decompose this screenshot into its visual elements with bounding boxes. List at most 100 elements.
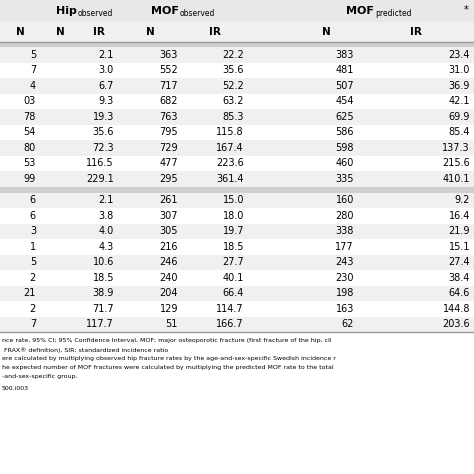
Text: 16.4: 16.4 [448,211,470,221]
Text: 625: 625 [336,112,354,122]
Text: 40.1: 40.1 [223,273,244,283]
Text: 454: 454 [336,96,354,106]
Text: 21.9: 21.9 [448,226,470,236]
Text: 7: 7 [30,319,36,329]
Bar [0,109,474,125]
Text: 35.6: 35.6 [222,65,244,75]
Text: 85.3: 85.3 [222,112,244,122]
Text: 42.1: 42.1 [448,96,470,106]
Text: 80: 80 [24,143,36,153]
Text: 3.8: 3.8 [99,211,114,221]
Text: 166.7: 166.7 [216,319,244,329]
Text: 216: 216 [159,242,178,252]
Text: *: * [464,5,469,15]
Text: 22.2: 22.2 [222,50,244,60]
Text: 38.9: 38.9 [92,288,114,298]
Text: 31.0: 31.0 [448,65,470,75]
Text: 4: 4 [30,81,36,91]
Text: 763: 763 [159,112,178,122]
Text: 410.1: 410.1 [443,174,470,184]
Bar [0,42,474,47]
Text: 54: 54 [24,127,36,137]
Text: 586: 586 [336,127,354,137]
Bar [0,270,474,285]
Text: 3.0: 3.0 [99,65,114,75]
Text: 177: 177 [336,242,354,252]
Text: 246: 246 [159,257,178,267]
Text: 295: 295 [159,174,178,184]
Text: N: N [146,27,155,37]
Text: 10.6: 10.6 [92,257,114,267]
Text: 71.7: 71.7 [92,304,114,314]
Text: 3: 3 [30,226,36,236]
Text: 215.6: 215.6 [442,158,470,168]
Text: 23.4: 23.4 [448,50,470,60]
Text: 03: 03 [24,96,36,106]
Text: IR: IR [209,27,221,37]
Text: 481: 481 [336,65,354,75]
Text: 2: 2 [30,304,36,314]
Text: 144.8: 144.8 [443,304,470,314]
Bar [0,47,474,63]
Bar [0,285,474,301]
Text: 51: 51 [165,319,178,329]
Text: 163: 163 [336,304,354,314]
Text: 36.9: 36.9 [448,81,470,91]
Text: 117.7: 117.7 [86,319,114,329]
Text: N: N [322,27,330,37]
Text: 7: 7 [30,65,36,75]
Text: 66.4: 66.4 [223,288,244,298]
Text: 18.5: 18.5 [222,242,244,252]
Text: 137.3: 137.3 [442,143,470,153]
Text: FRAX® definition), SIR; standardized incidence ratio: FRAX® definition), SIR; standardized inc… [2,347,168,353]
Text: 27.7: 27.7 [222,257,244,267]
Text: 9.3: 9.3 [99,96,114,106]
Text: 78: 78 [24,112,36,122]
Text: 72.3: 72.3 [92,143,114,153]
Text: 4.3: 4.3 [99,242,114,252]
Bar [0,255,474,270]
Text: 500.i003: 500.i003 [2,386,29,391]
Text: 203.6: 203.6 [442,319,470,329]
Text: 243: 243 [336,257,354,267]
Text: 729: 729 [159,143,178,153]
Text: 2.1: 2.1 [99,50,114,60]
Text: 223.6: 223.6 [216,158,244,168]
Text: 717: 717 [159,81,178,91]
Text: 18.5: 18.5 [92,273,114,283]
Text: 1: 1 [30,242,36,252]
Text: 2: 2 [30,273,36,283]
Text: 363: 363 [160,50,178,60]
Text: N: N [55,27,64,37]
Text: MOF: MOF [151,6,179,16]
Bar [0,239,474,255]
Text: 9.2: 9.2 [455,195,470,205]
Text: observed: observed [180,9,215,18]
Text: 19.3: 19.3 [92,112,114,122]
Text: 115.8: 115.8 [216,127,244,137]
Text: Hip: Hip [56,6,77,16]
Text: 507: 507 [336,81,354,91]
Bar [0,93,474,109]
Bar [0,186,474,192]
Text: 6.7: 6.7 [99,81,114,91]
Text: 5: 5 [30,257,36,267]
Text: 38.4: 38.4 [448,273,470,283]
Text: 116.5: 116.5 [86,158,114,168]
Text: 99: 99 [24,174,36,184]
Bar [0,125,474,140]
Text: 305: 305 [159,226,178,236]
Text: 6: 6 [30,195,36,205]
Text: 5: 5 [30,50,36,60]
Text: he expected number of MOF fractures were calculated by multiplying the predicted: he expected number of MOF fractures were… [2,365,334,370]
Bar [0,22,474,42]
Bar [0,208,474,224]
Text: 18.0: 18.0 [223,211,244,221]
Text: 53: 53 [24,158,36,168]
Text: 240: 240 [159,273,178,283]
Bar [0,0,474,22]
Text: 2.1: 2.1 [99,195,114,205]
Text: 460: 460 [336,158,354,168]
Text: 52.2: 52.2 [222,81,244,91]
Text: 69.9: 69.9 [448,112,470,122]
